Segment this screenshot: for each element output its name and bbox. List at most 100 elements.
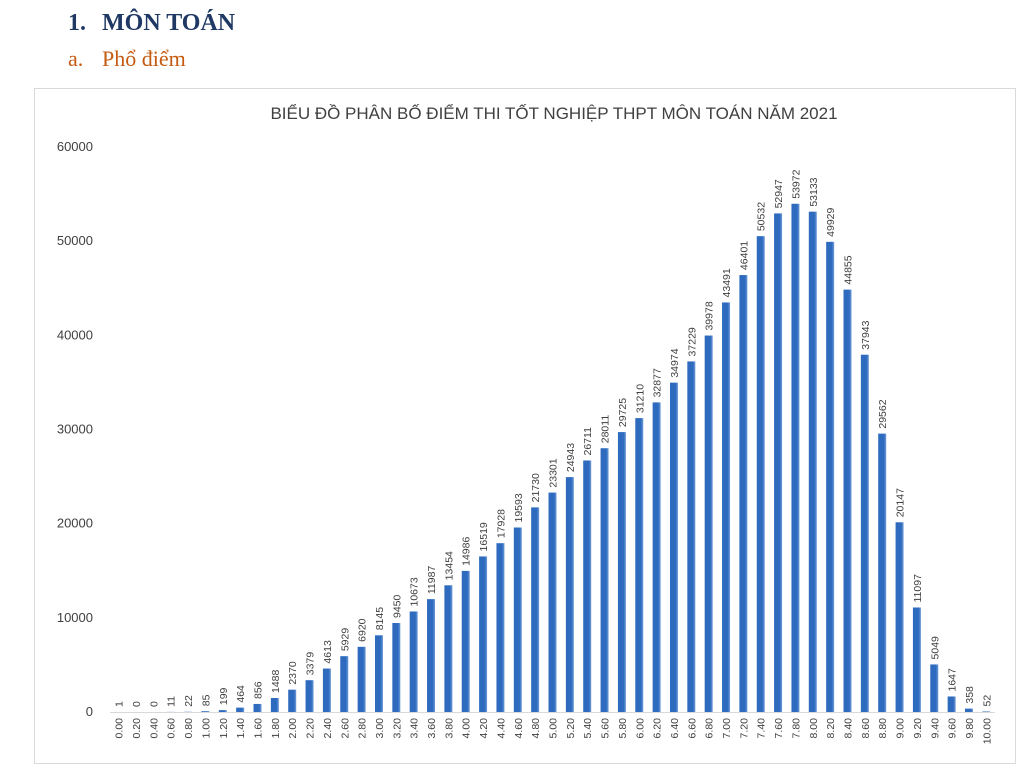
x-tick-label: 10.00 bbox=[981, 718, 993, 744]
bar bbox=[496, 543, 505, 712]
x-tick-label: 3.00 bbox=[374, 718, 386, 739]
subsection-title: Phổ điểm bbox=[102, 46, 186, 71]
bar bbox=[687, 361, 696, 712]
chart-title: BIỂU ĐỒ PHÂN BỐ ĐIỂM THI TỐT NGHIỆP THPT… bbox=[270, 103, 837, 123]
data-label: 21730 bbox=[530, 473, 542, 502]
x-tick-label: 3.80 bbox=[443, 718, 455, 739]
data-label: 6920 bbox=[357, 618, 369, 642]
x-tick-label: 0.40 bbox=[148, 718, 160, 739]
data-label: 28011 bbox=[600, 415, 612, 444]
y-tick-label: 40000 bbox=[57, 327, 93, 342]
x-tick-label: 7.20 bbox=[738, 718, 750, 739]
section-number: 1. bbox=[68, 10, 86, 36]
bar bbox=[808, 211, 817, 712]
bar bbox=[669, 382, 678, 712]
x-tick-label: 4.20 bbox=[478, 718, 490, 739]
data-label: 199 bbox=[218, 687, 230, 705]
x-tick-label: 9.60 bbox=[947, 718, 959, 739]
bar bbox=[930, 664, 939, 712]
data-label: 49929 bbox=[825, 207, 837, 236]
bar bbox=[201, 711, 210, 712]
bar bbox=[600, 448, 609, 712]
x-tick-label: 2.20 bbox=[305, 718, 317, 739]
bar bbox=[722, 302, 731, 712]
x-tick-label: 1.20 bbox=[218, 718, 230, 739]
data-label: 52 bbox=[981, 695, 993, 707]
x-tick-label: 3.40 bbox=[409, 718, 421, 739]
x-tick-label: 5.80 bbox=[617, 718, 629, 739]
x-tick-label: 7.60 bbox=[773, 718, 785, 739]
bar bbox=[565, 477, 574, 712]
bar bbox=[513, 527, 522, 712]
x-tick-label: 4.00 bbox=[461, 718, 473, 739]
data-label: 0 bbox=[148, 701, 160, 707]
data-label: 26711 bbox=[582, 427, 594, 456]
data-label: 20147 bbox=[895, 488, 907, 517]
y-axis: 0 10000 20000 30000 40000 50000 60000 bbox=[57, 139, 93, 719]
bar bbox=[218, 710, 227, 712]
data-label: 8145 bbox=[374, 607, 386, 631]
data-label: 53133 bbox=[808, 177, 820, 206]
data-label: 358 bbox=[964, 686, 976, 704]
data-label: 5929 bbox=[339, 628, 351, 652]
x-tick-label: 5.20 bbox=[565, 718, 577, 739]
data-label: 50532 bbox=[756, 202, 768, 231]
section-title: MÔN TOÁN bbox=[102, 10, 236, 36]
score-distribution-chart: BIỂU ĐỒ PHÂN BỐ ĐIỂM THI TỐT NGHIỆP THPT… bbox=[57, 103, 995, 744]
bar bbox=[322, 668, 331, 712]
data-label: 13454 bbox=[443, 551, 455, 580]
bar bbox=[635, 418, 644, 712]
x-tick-label: 0.60 bbox=[166, 718, 178, 739]
y-tick-label: 50000 bbox=[57, 233, 93, 248]
bar bbox=[461, 570, 470, 712]
bar bbox=[826, 241, 835, 712]
data-label: 31210 bbox=[634, 384, 646, 413]
x-tick-label: 7.00 bbox=[721, 718, 733, 739]
bar bbox=[236, 707, 245, 712]
bar bbox=[305, 680, 314, 712]
data-label: 85 bbox=[200, 694, 212, 706]
data-label: 4613 bbox=[322, 640, 334, 664]
x-tick-label: 8.40 bbox=[843, 718, 855, 739]
x-tick-label: 0.80 bbox=[183, 718, 195, 739]
x-tick-label: 0.00 bbox=[114, 718, 126, 739]
bar bbox=[704, 335, 713, 712]
data-label: 11097 bbox=[912, 574, 924, 603]
data-label: 2370 bbox=[287, 661, 299, 685]
section-heading: 1. MÔN TOÁN bbox=[68, 10, 235, 37]
data-label: 44855 bbox=[843, 255, 855, 284]
data-label: 29562 bbox=[877, 399, 889, 428]
data-label: 52947 bbox=[773, 179, 785, 208]
data-label: 23301 bbox=[548, 458, 560, 487]
x-tick-label: 7.80 bbox=[790, 718, 802, 739]
data-label: 14986 bbox=[461, 537, 473, 566]
x-tick-label: 0.20 bbox=[131, 718, 143, 739]
bar bbox=[895, 522, 904, 712]
y-tick-label: 0 bbox=[86, 704, 93, 719]
x-tick-label: 6.80 bbox=[704, 718, 716, 739]
data-label: 16519 bbox=[478, 522, 490, 551]
bar bbox=[756, 236, 765, 713]
x-tick-label: 2.00 bbox=[287, 718, 299, 739]
bar bbox=[617, 432, 626, 712]
data-label: 1647 bbox=[947, 668, 959, 692]
bar bbox=[253, 703, 262, 712]
bar bbox=[583, 460, 592, 712]
x-axis: 0.00 0.20 0.40 0.60 0.80 1.00 1.20 1.40 1.60 1.80… bbox=[110, 712, 995, 744]
bar bbox=[964, 708, 973, 712]
data-label: 9450 bbox=[391, 594, 403, 618]
bar bbox=[392, 623, 401, 712]
x-tick-label: 8.20 bbox=[825, 718, 837, 739]
bar bbox=[427, 599, 436, 712]
x-tick-label: 4.40 bbox=[495, 718, 507, 739]
x-tick-label: 3.60 bbox=[426, 718, 438, 739]
bar bbox=[340, 656, 349, 712]
data-label: 22 bbox=[183, 695, 195, 707]
y-tick-label: 10000 bbox=[57, 610, 93, 625]
x-tick-label: 9.20 bbox=[912, 718, 924, 739]
x-tick-label: 1.00 bbox=[200, 718, 212, 739]
bar bbox=[652, 402, 661, 712]
bar bbox=[270, 697, 279, 712]
bar bbox=[531, 507, 540, 712]
